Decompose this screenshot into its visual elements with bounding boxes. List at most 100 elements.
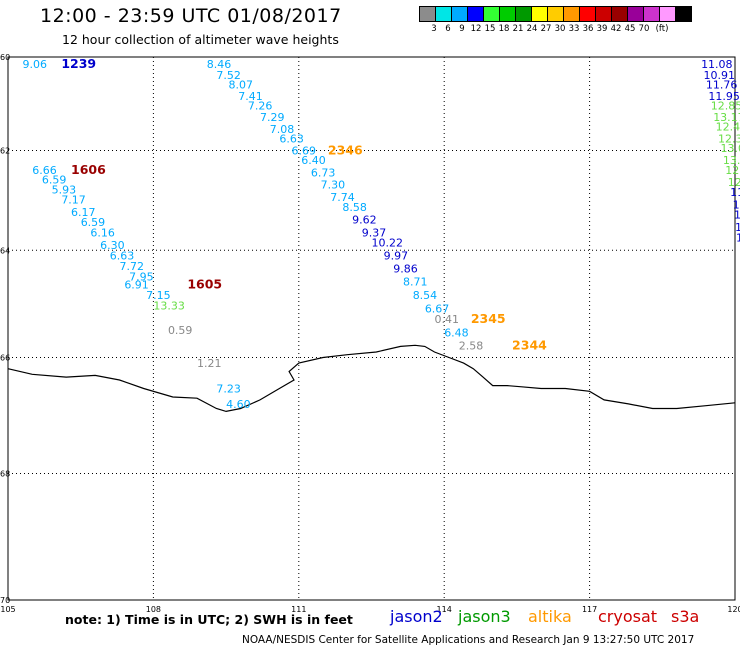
legend-label: 30 [554,24,566,34]
wave-height-label: 6.17 [71,206,96,219]
pass-time-label: 1239 [61,56,96,71]
wave-height-label: 0.59 [168,324,193,337]
wave-height-label: 9.86 [393,262,418,275]
wave-height-label: 12.27 [728,176,740,189]
coastline [7,344,736,413]
wave-height-label: 7.29 [260,111,285,124]
pass-time-label: 2344 [512,337,547,352]
wave-height-label: 6.48 [444,327,469,340]
wave-height-label: 7.26 [248,99,273,112]
satellite-name: s3a [671,607,700,626]
wave-height-label: 11.7 [734,209,740,222]
lon-label: 105 [0,605,15,614]
legend-label: 3 [431,24,437,34]
legend-label: (ft) [655,24,669,34]
lon-label: 111 [291,605,306,614]
legend-label: 39 [596,24,608,34]
legend-swatches [419,6,692,22]
wave-height-label: 11.95 [708,90,740,103]
wave-height-label: 12.85 [711,99,740,112]
wave-height-label: 10.91 [703,69,735,82]
wave-height-label: 8.58 [342,201,367,214]
lon-label: 120 [727,605,740,614]
wave-height-label: 13.01 [720,142,740,155]
wave-height-label: 6.63 [110,249,135,262]
legend-label: 42 [610,24,622,34]
wave-height-label: 11.5 [735,221,740,234]
wave-height-label: 6.91 [124,278,149,291]
wave-height-label: 9.37 [362,226,387,239]
wave-height-label: 7.41 [238,90,263,103]
wave-height-label: 6.59 [81,216,106,229]
wave-height-label: 9.06 [23,58,48,71]
wave-height-label: 7.74 [330,191,355,204]
wave-height-label: 7.30 [321,179,346,192]
legend-label: 36 [582,24,594,34]
wave-height-label: 6.16 [90,226,115,239]
wave-height-label: 7.15 [146,289,171,302]
wave-height-label: 6.63 [279,132,304,145]
lat-label: 68 [0,470,10,479]
satellite-name: cryosat [598,607,658,626]
wave-height-label: 2.58 [459,339,484,352]
wave-height-label: 1.21 [197,357,222,370]
wave-height-label: 13.17 [713,111,740,124]
pass-time-label: 2346 [328,142,363,157]
lon-label: 108 [146,605,161,614]
wave-height-label: 7.17 [61,194,86,207]
legend-labels: 3 6 9 12 15 18 21 24 27 30 33 36 39 42 45 70 (ft) [420,22,692,36]
pass-time-label: 1605 [187,276,222,291]
pass-time-label: 2345 [471,311,506,326]
wave-height-label: 8.46 [207,58,232,71]
legend-swatch [675,6,692,22]
wave-height-label: 12.50 [725,164,740,177]
wave-height-label: 11.6 [733,199,740,212]
wave-height-label: 11.9 [736,231,740,244]
legend-label: 33 [568,24,580,34]
wave-height-label: 11.76 [706,78,738,91]
wave-height-label: 7.72 [119,260,143,273]
wave-height-label: 12.38 [718,132,740,145]
lat-label: 64 [0,246,10,255]
wave-height-label: 9.97 [384,249,409,262]
wave-height-label: 5.93 [52,184,76,197]
wave-height-label: 7.52 [216,69,241,82]
legend-label: 18 [498,24,510,34]
wave-height-label: 6.66 [32,164,57,177]
wave-height-label: 6.69 [292,144,317,157]
legend-label: 45 [624,24,636,34]
color-legend: 3 6 9 12 15 18 21 24 27 30 33 36 39 42 45 70 (ft) [419,6,692,36]
header-title: 12:00 - 23:59 UTC 01/08/2017 [40,5,342,27]
legend-label: 24 [526,24,538,34]
lon-label: 117 [582,605,597,614]
wave-height-label: 6.67 [425,302,450,315]
wave-height-label: 7.95 [129,270,154,283]
pass-time-label: 1606 [71,162,106,177]
legend-label: 9 [459,24,465,34]
legend-label: 6 [445,24,451,34]
wave-height-label: 9.62 [352,214,377,227]
wave-height-label: 6.73 [311,166,336,179]
wave-height-label: 10.22 [372,237,404,250]
wave-height-label: 6.30 [100,239,125,252]
lat-label: 70 [0,596,10,605]
wave-height-label: 12.43 [716,121,740,134]
wave-height-label: 13.33 [153,300,185,313]
legend-label: 27 [540,24,552,34]
satellite-name: altika [528,607,572,626]
wave-height-label: 8.54 [413,289,438,302]
wave-height-label: 11.8 [730,186,740,199]
wave-height-label: 6.40 [301,154,326,167]
lat-label: 66 [0,354,10,363]
map-frame [7,56,736,601]
satellite-name: jason3 [458,607,511,626]
footer-credit: NOAA/NESDIS Center for Satellite Applica… [242,634,695,646]
legend-label: 15 [484,24,496,34]
legend-label: 21 [512,24,524,34]
wave-height-label: 8.71 [403,276,428,289]
lat-label: 62 [0,146,10,155]
header-subtitle: 12 hour collection of altimeter wave hei… [62,32,339,47]
wave-height-label: 4.60 [226,398,251,411]
legend-label: 12 [470,24,482,34]
